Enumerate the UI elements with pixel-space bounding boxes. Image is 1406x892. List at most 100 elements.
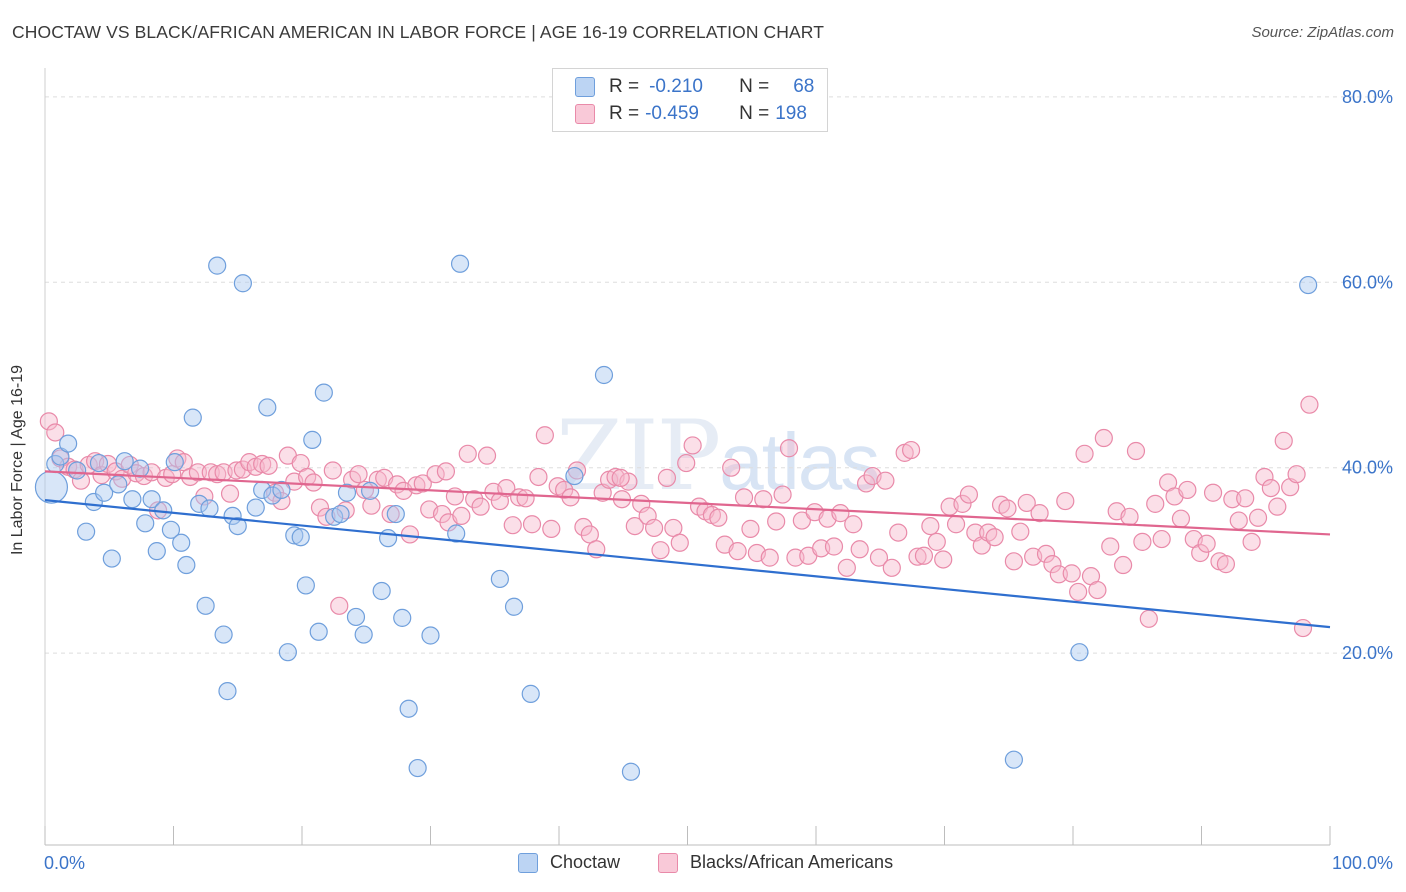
choctaw-point [263, 486, 282, 505]
choctaw-point [214, 625, 233, 644]
choctaw-point [165, 453, 184, 472]
legend-r-value: -0.459 [645, 103, 699, 124]
y-tick-label: 40.0% [1342, 458, 1393, 478]
black-point [709, 508, 728, 527]
legend-swatch-blue [575, 77, 595, 97]
bottom-swatch-pink [658, 852, 678, 873]
choctaw-point [504, 597, 524, 616]
black-point [317, 507, 336, 526]
black-point [1069, 582, 1088, 602]
black-point [792, 511, 811, 530]
choctaw-point [136, 514, 155, 533]
black-point [946, 515, 966, 534]
black-point [1178, 480, 1197, 500]
black-point [323, 461, 342, 480]
choctaw-point [1299, 275, 1318, 295]
watermark: ZIPatlas [556, 400, 880, 512]
black-point [529, 467, 548, 487]
choctaw-point [309, 622, 328, 641]
black-point [1293, 618, 1313, 638]
black-point [1236, 489, 1255, 508]
source-label: Source: ZipAtlas.com [1251, 24, 1394, 41]
black-point [574, 517, 593, 537]
black-point [959, 485, 979, 504]
choctaw-point [354, 625, 373, 644]
black-point [1300, 395, 1319, 414]
black-trend-line [44, 470, 1331, 536]
watermark-atlas: atlas [719, 417, 880, 506]
black-point [516, 489, 535, 508]
choctaw-point [228, 517, 247, 536]
choctaw-point [246, 498, 265, 517]
choctaw-point [161, 520, 181, 539]
black-point [844, 515, 863, 534]
black-point [1261, 478, 1280, 498]
black-point [850, 540, 869, 559]
black-point [611, 468, 630, 487]
legend-row-black: R = -0.459 N = 198 [575, 102, 807, 126]
black-point [1075, 444, 1094, 463]
choctaw-point [393, 608, 412, 627]
black-point [869, 548, 889, 567]
black-point [555, 480, 574, 500]
black-point [188, 463, 208, 482]
chart-title: CHOCTAW VS BLACK/AFRICAN AMERICAN IN LAB… [12, 22, 824, 42]
choctaw-point [147, 542, 166, 561]
black-point [722, 458, 741, 477]
black-point [259, 456, 278, 475]
choctaw-point [1004, 750, 1023, 769]
choctaw-point [123, 490, 142, 509]
black-point [1030, 504, 1049, 523]
black-point [413, 474, 432, 493]
black-point [458, 444, 477, 463]
black-point [304, 473, 323, 492]
choctaw-point [447, 524, 466, 543]
choctaw-trend-line [44, 499, 1331, 629]
black-point [1101, 537, 1120, 556]
choctaw-point [196, 596, 215, 615]
choctaw-point [142, 490, 161, 509]
choctaw-point [177, 555, 196, 575]
black-point [953, 494, 972, 513]
black-point [1094, 428, 1113, 448]
choctaw-point [102, 549, 121, 568]
stats-legend: R = -0.210 N = 68 R = -0.459 N = 198 [552, 68, 828, 132]
black-point [465, 490, 484, 509]
black-point [1126, 441, 1146, 461]
black-point [1146, 494, 1165, 513]
choctaw-point [399, 699, 418, 718]
black-point [1197, 534, 1216, 553]
black-point [227, 461, 246, 480]
choctaw-point [89, 453, 109, 473]
legend-n-value: 68 [793, 76, 815, 97]
black-point [1152, 529, 1171, 549]
choctaw-point [218, 682, 237, 701]
black-point [39, 412, 58, 431]
black-point [921, 517, 940, 536]
black-point [310, 498, 330, 517]
black-point [670, 533, 689, 552]
legend-swatch-pink [575, 104, 595, 124]
black-point [889, 523, 908, 542]
choctaw-point [361, 481, 380, 500]
black-point [876, 471, 895, 490]
black-point [1274, 431, 1293, 450]
black-point [644, 518, 664, 538]
black-point [1043, 555, 1062, 574]
bottom-legend-choctaw-label: Choctaw [550, 852, 621, 872]
black-point [46, 423, 65, 442]
black-point [657, 468, 677, 487]
choctaw-point [421, 626, 440, 645]
choctaw-point [1070, 643, 1089, 662]
x-tick-label: 0.0% [44, 853, 85, 873]
black-point [1223, 490, 1242, 509]
choctaw-point [115, 452, 134, 471]
black-point [381, 504, 400, 524]
black-point [985, 528, 1004, 547]
bottom-legend-choctaw: Choctaw [518, 852, 620, 873]
choctaw-point [408, 758, 427, 778]
choctaw-point [130, 459, 150, 478]
choctaw-point [285, 526, 304, 545]
black-point [767, 512, 786, 531]
